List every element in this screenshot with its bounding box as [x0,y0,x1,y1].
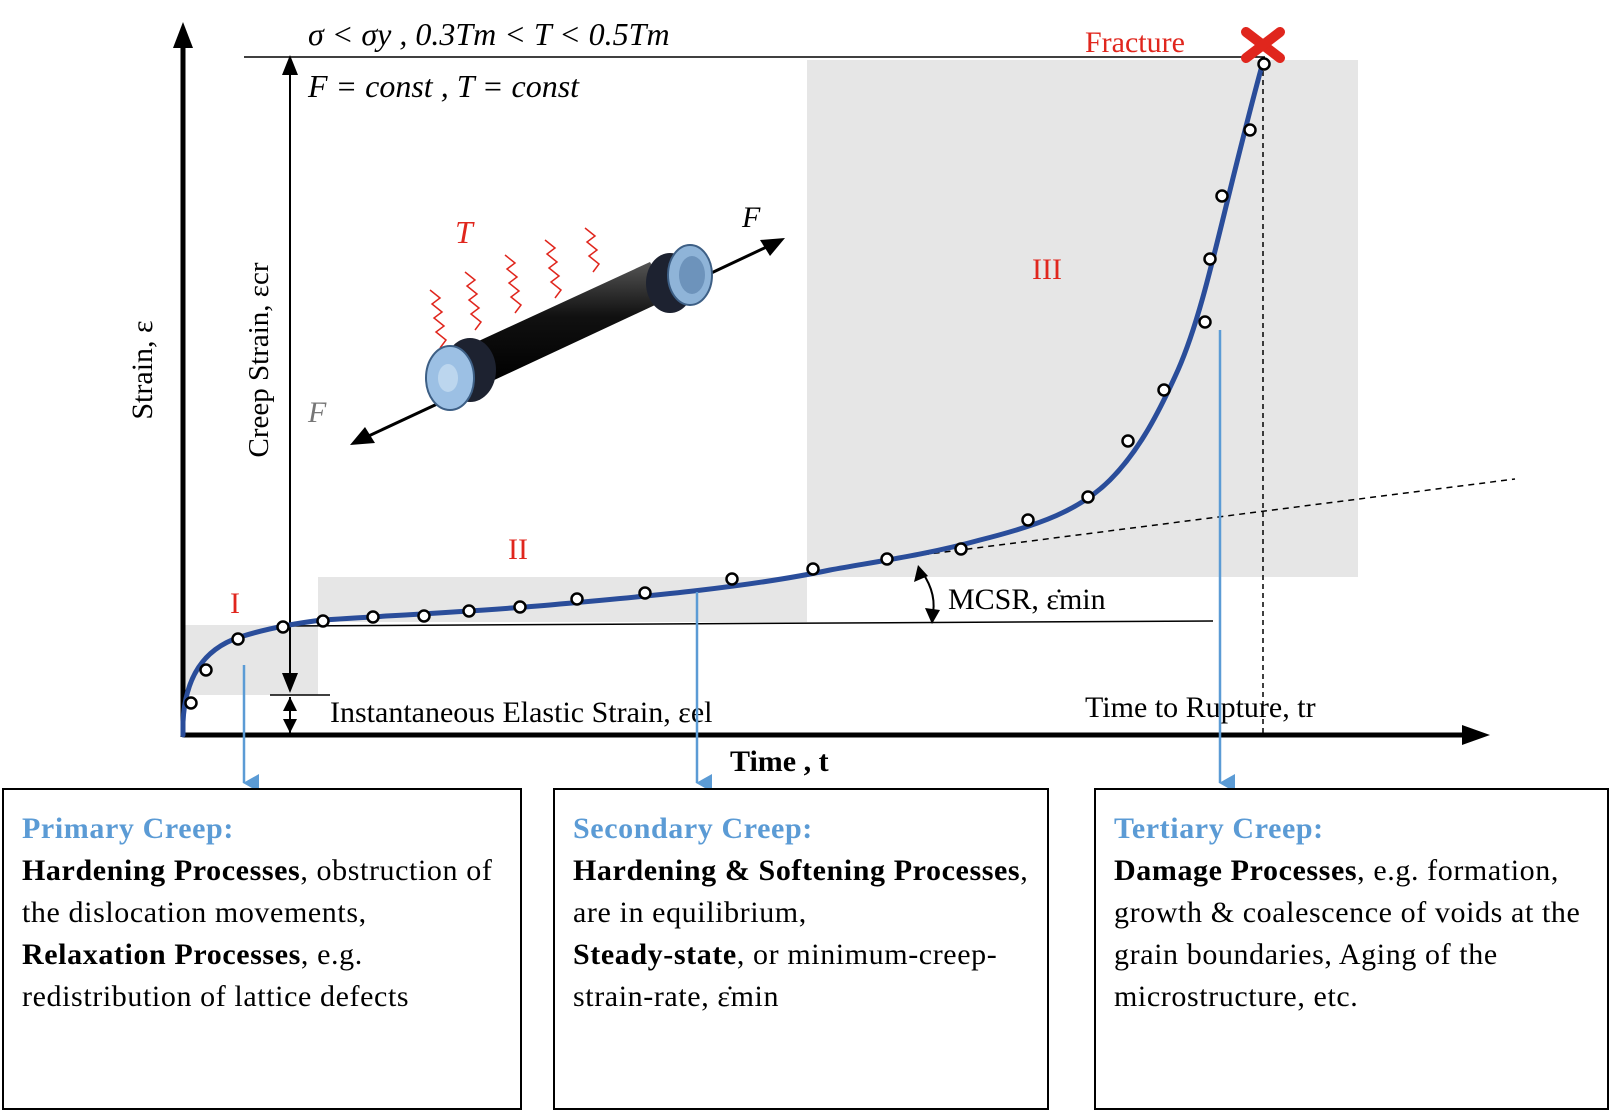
data-point [199,663,213,677]
data-point [1243,123,1257,137]
data-point [1081,490,1095,504]
data-point [570,592,584,606]
mcsr-arrow-bottom [925,608,940,624]
y-axis-arrowhead [173,22,193,48]
primary-creep-box: Primary Creep: Hardening Processes, obst… [2,788,522,1110]
fracture-x-icon [1241,27,1285,63]
secondary-bold-1: Hardening & Softening Processes [573,854,1021,887]
data-point [462,604,476,618]
conditions-line-2: F = const , T = const [307,68,580,104]
data-point [1121,434,1135,448]
data-point [231,632,245,646]
data-point [366,610,380,624]
primary-creep-heading: Primary Creep: [22,812,234,845]
time-to-rupture-label: Time to Rupture, tr [1085,691,1316,724]
specimen-temperature-label: T [455,214,475,250]
data-point [806,562,820,576]
mcsr-label: MCSR, ε̇min [948,583,1106,616]
fracture-label: Fracture [1085,26,1185,59]
primary-bold-2: Relaxation Processes [22,938,301,971]
data-point [1215,189,1229,203]
creep-strain-arrow-top [282,55,298,75]
x-axis-arrowhead [1462,725,1490,745]
data-point [276,620,290,634]
stage-I-label: I [230,587,240,620]
elastic-strain-label: Instantaneous Elastic Strain, εel [330,696,713,729]
elastic-strain-arrow-top [283,697,297,711]
secondary-creep-heading: Secondary Creep: [573,812,813,845]
data-point [417,609,431,623]
secondary-text-2: , or minimum-creep-strain-rate, ε̇min [573,938,998,1013]
secondary-bold-2: Steady-state [573,938,737,971]
data-point [184,696,198,710]
elastic-strain-arrow-bottom [283,719,297,733]
tertiary-bold-1: Damage Processes [1114,854,1358,887]
tertiary-text-1: , e.g. formation, growth & coalescence o… [1114,854,1581,1013]
specimen-illustration: T F F [307,201,785,445]
stage-III-label: III [1032,253,1062,286]
conditions-line-1: σ < σy , 0.3Tm < T < 0.5Tm [308,16,670,52]
data-point [1198,315,1212,329]
heat-rays-icon [429,227,601,349]
x-axis-label: Time , t [730,745,829,778]
primary-bold-1: Hardening Processes [22,854,301,887]
data-point [880,552,894,566]
data-point [316,614,330,628]
stage-II-label: II [508,533,528,566]
data-point [1203,252,1217,266]
tertiary-creep-box: Tertiary Creep: Damage Processes, e.g. f… [1094,788,1609,1110]
data-point [638,586,652,600]
data-point [1021,513,1035,527]
force-left-label: F [307,396,327,429]
data-point [725,572,739,586]
primary-end-line [282,620,1214,627]
creep-strain-arrow-bottom [282,673,298,693]
tertiary-creep-heading: Tertiary Creep: [1114,812,1324,845]
primary-text-1: , obstruction of the dislocation movemen… [22,854,493,929]
data-point [1157,383,1171,397]
stage-III-region [807,60,1358,577]
data-point [513,600,527,614]
force-right-label: F [741,201,761,234]
data-points [184,57,1271,710]
force-arrow-left [359,396,451,442]
creep-strain-label: Creep Strain, εcr [243,262,275,457]
primary-text-2: , e.g. redistribution of lattice defects [22,938,410,1013]
data-point [1257,57,1271,71]
mcsr-arrow-top [914,565,928,582]
y-axis-label: Strain, ε [126,320,159,419]
secondary-text-1: , are in equilibrium, [573,854,1029,929]
secondary-creep-box: Secondary Creep: Hardening & Softening P… [553,788,1049,1110]
data-point [954,542,968,556]
